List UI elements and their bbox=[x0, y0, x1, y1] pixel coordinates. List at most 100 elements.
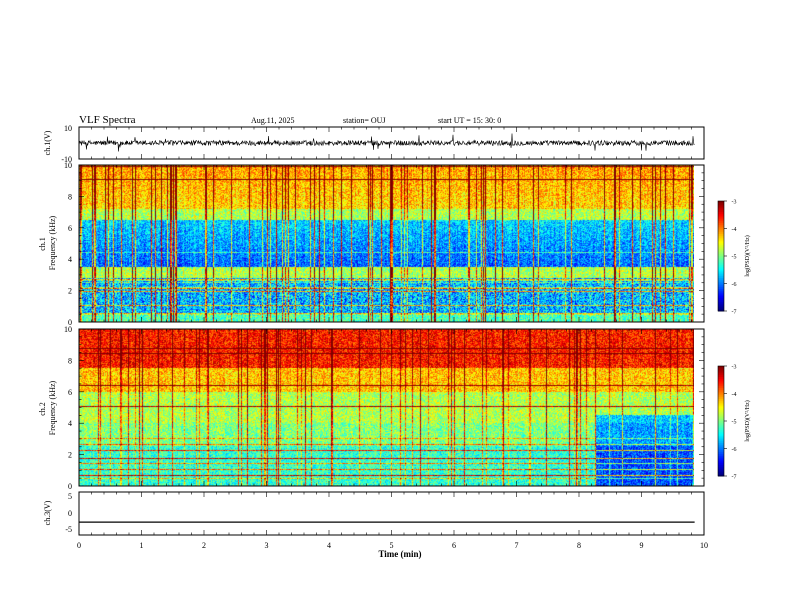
ch1-colorbar-swatch bbox=[718, 281, 724, 284]
ch1-ytick-label-4: 4 bbox=[68, 255, 72, 264]
ch2-colorbar-swatch bbox=[718, 391, 724, 394]
ch2-colorbar-swatch bbox=[718, 417, 724, 420]
ch2-colorbar-swatch bbox=[718, 402, 724, 405]
ch1-colorbar-swatch bbox=[718, 301, 724, 305]
ch2-spectrogram-panel: 0 2 4 6 8 10 ch.2 Frequency (kHz) bbox=[38, 325, 705, 491]
ch1-waveform-path bbox=[78, 133, 695, 152]
time-tick-label-6: 6 bbox=[452, 541, 456, 550]
ch2-colorbar-swatch bbox=[718, 388, 724, 391]
ch3-ytick-5: 5 bbox=[68, 492, 72, 501]
ch1-ylabel-channel: ch.1 bbox=[38, 237, 47, 251]
ch1-colorbar-swatch bbox=[718, 248, 724, 251]
ch1-colorbar-swatch bbox=[718, 290, 724, 294]
ch3-waveform-frame bbox=[78, 491, 705, 536]
ch2-ytick-label-0: 0 bbox=[68, 482, 72, 491]
time-tick-label-9: 9 bbox=[640, 541, 644, 550]
ch1-waveform-panel: 10 -10 ch.1(V) bbox=[43, 124, 705, 164]
ch2-colorbar-swatch bbox=[718, 430, 724, 433]
ch1-colorbar-swatch bbox=[718, 202, 724, 206]
time-tick-labels: 0 1 2 3 4 5 6 7 8 9 10 bbox=[77, 541, 708, 550]
time-tick-label-1: 1 bbox=[140, 541, 144, 550]
ch1-colorbar-swatch bbox=[718, 230, 724, 233]
ch1-colorbar-tick-label: -3 bbox=[732, 200, 737, 206]
ch1-colorbar-swatch bbox=[718, 245, 724, 248]
ch1-colorbar-swatch bbox=[718, 270, 724, 273]
ch3-ytick-0: 0 bbox=[68, 509, 72, 518]
ch2-colorbar-swatch bbox=[718, 457, 724, 460]
ch2-colorbar-swatch bbox=[718, 367, 724, 371]
ch2-colorbar-swatch bbox=[718, 428, 724, 431]
ch2-colorbar-swatch bbox=[718, 437, 724, 440]
ch2-colorbar-swatch bbox=[718, 373, 724, 376]
time-tick-label-0: 0 bbox=[77, 541, 81, 550]
ch1-ytick-label-2: 2 bbox=[68, 287, 72, 296]
ch1-colorbar-swatch bbox=[718, 283, 724, 286]
ch2-colorbar-swatch bbox=[718, 389, 724, 393]
ch2-colorbar-swatch bbox=[718, 380, 724, 383]
ch2-ytick-label-6: 6 bbox=[68, 388, 72, 397]
ch2-colorbar-swatch bbox=[718, 386, 724, 389]
ch1-spectrogram-image bbox=[79, 165, 694, 322]
ch2-colorbar-swatch bbox=[718, 426, 724, 429]
ch2-colorbar-swatch bbox=[718, 432, 724, 435]
ch1-colorbar-swatch bbox=[718, 287, 724, 290]
ch1-colorbar-tick-label: -5 bbox=[732, 255, 737, 261]
ch2-colorbar-swatch bbox=[718, 393, 724, 396]
ch1-colorbar-swatch bbox=[718, 228, 724, 231]
start-time-label: start UT = 15: 30: 0 bbox=[438, 116, 501, 125]
ch2-colorbar-swatch bbox=[718, 375, 724, 378]
ch2-colorbar-swatch bbox=[718, 441, 724, 444]
ch1-colorbar-swatch bbox=[718, 232, 724, 235]
ch2-colorbar-swatch bbox=[718, 397, 724, 400]
ch1-colorbar-swatch bbox=[718, 294, 724, 297]
ch1-ytick-top: 10 bbox=[64, 124, 72, 133]
ch1-colorbar-swatch bbox=[718, 239, 724, 242]
ch1-colorbar-swatch bbox=[718, 217, 724, 220]
ch2-colorbar-swatch bbox=[718, 454, 724, 457]
ch1-colorbar-swatch bbox=[718, 243, 724, 246]
ch1-colorbar-swatch bbox=[718, 309, 724, 312]
ch2-colorbar-swatch bbox=[718, 371, 724, 374]
ch1-colorbar-label: log(PSD)(V²/Hz) bbox=[744, 235, 751, 276]
ch2-ytick-label-4: 4 bbox=[68, 419, 72, 428]
time-tick-label-4: 4 bbox=[327, 541, 331, 550]
ch2-freq-ticks: 0 2 4 6 8 10 bbox=[64, 325, 704, 491]
ch1-colorbar-swatch bbox=[718, 261, 724, 264]
ch1-colorbar-tick-label: -4 bbox=[732, 227, 737, 233]
ch2-colorbar-swatch bbox=[718, 413, 724, 416]
ch2-colorbar-swatch bbox=[718, 366, 724, 369]
ch2-colorbar-swatch bbox=[718, 450, 724, 453]
ch1-colorbar-swatch bbox=[718, 265, 724, 268]
ch2-colorbar-tick-label: -7 bbox=[732, 475, 737, 481]
ch1-colorbar-swatch bbox=[718, 235, 724, 239]
date-label: Aug.11, 2025 bbox=[251, 116, 294, 125]
ch1-colorbar-swatch bbox=[718, 279, 724, 283]
ch1-colorbar-swatch bbox=[718, 246, 724, 250]
time-ticks bbox=[78, 127, 705, 535]
ch1-ytick-bottom: -10 bbox=[61, 155, 72, 164]
ch2-colorbar-swatch bbox=[718, 421, 724, 424]
figure-title: VLF Spectra bbox=[79, 114, 136, 126]
time-tick-label-10: 10 bbox=[700, 541, 708, 550]
ch1-ytick-label-8: 8 bbox=[68, 192, 72, 201]
ch2-colorbar-swatch bbox=[718, 406, 724, 409]
time-axis-label: Time (min) bbox=[378, 549, 421, 559]
time-tick-label-5: 5 bbox=[390, 541, 394, 550]
ch1-colorbar-swatch bbox=[718, 208, 724, 211]
ch2-colorbar: -3 -4 -5 -6 -7 log(PSD)(V²/Hz) bbox=[717, 365, 751, 481]
ch2-colorbar-swatch bbox=[718, 384, 724, 387]
figure-header: VLF Spectra Aug.11, 2025 station= OUJ st… bbox=[79, 114, 501, 126]
ch2-colorbar-swatch bbox=[718, 472, 724, 475]
ch2-colorbar-swatch bbox=[718, 433, 724, 437]
ch1-ytick-label-6: 6 bbox=[68, 224, 72, 233]
ch1-colorbar-swatch bbox=[718, 289, 724, 292]
ch2-ytick-label-2: 2 bbox=[68, 451, 72, 460]
ch2-ylabel-channel: ch.2 bbox=[38, 402, 47, 416]
ch2-colorbar-swatch bbox=[718, 452, 724, 455]
ch2-colorbar-swatch bbox=[718, 470, 724, 473]
ch1-colorbar-swatch bbox=[718, 237, 724, 240]
ch1-colorbar-swatch bbox=[718, 254, 724, 257]
ch1-colorbar-swatch bbox=[718, 268, 724, 272]
ch1-colorbar-swatch bbox=[718, 223, 724, 226]
